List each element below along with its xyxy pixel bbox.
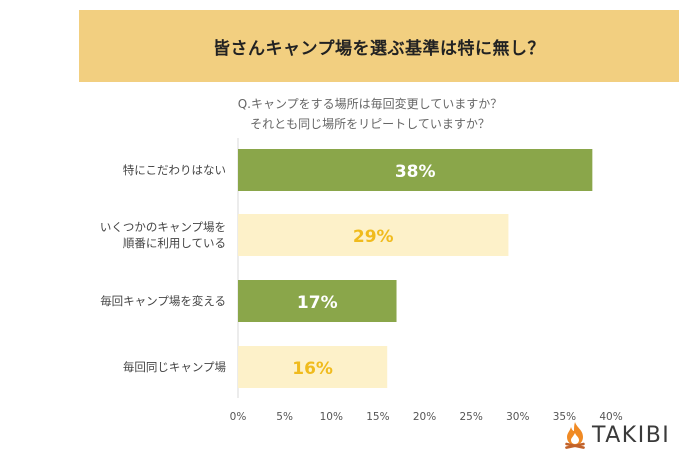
bar-value-label: 17% [297, 293, 338, 313]
bar [238, 149, 593, 191]
bar-value-label: 16% [292, 359, 333, 379]
x-tick-label: 35% [553, 411, 576, 423]
page-title: 皆さんキャンプ場を選ぶ基準は特に無し？ [213, 38, 545, 59]
x-tick-label: 25% [459, 411, 482, 423]
question-line-2: それとも同じ場所をリピートしていますか？ [250, 117, 490, 131]
category-label: いくつかのキャンプ場を [100, 220, 226, 234]
question-line-1: Q.キャンプをする場所は毎回変更していますか？ [237, 97, 503, 111]
brand-name: TAKIBI [592, 422, 671, 448]
category-label: 毎回同じキャンプ場 [123, 360, 227, 374]
x-tick-label: 5% [276, 411, 293, 423]
brand-logo: TAKIBI [562, 421, 670, 449]
x-tick-label: 20% [413, 411, 436, 423]
bar-value-label: 29% [353, 227, 394, 247]
x-tick-label: 10% [320, 411, 343, 423]
bar [238, 346, 388, 388]
category-label: 順番に利用している [123, 236, 226, 250]
bar-value-label: 38% [395, 162, 436, 182]
title-banner: 皆さんキャンプ場を選ぶ基準は特に無し？ [79, 10, 679, 82]
bar [238, 214, 509, 256]
bar [238, 280, 397, 322]
x-tick-label: 40% [599, 411, 622, 423]
x-tick-label: 15% [366, 411, 389, 423]
campfire-icon [565, 422, 585, 449]
category-label: 特にこだわりはない [123, 163, 226, 177]
category-label: 毎回キャンプ場を変える [100, 294, 226, 308]
x-tick-label: 0% [230, 411, 247, 423]
x-tick-label: 30% [506, 411, 529, 423]
